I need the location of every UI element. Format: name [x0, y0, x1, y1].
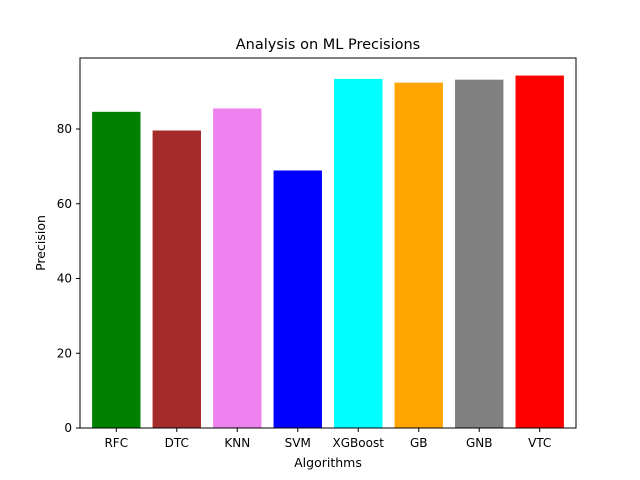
bar-gnb	[455, 79, 504, 429]
bar-svm	[273, 170, 322, 429]
x-tick-label: VTC	[528, 436, 551, 450]
bars-group	[92, 75, 564, 429]
x-tick-label: XGBoost	[333, 436, 385, 450]
x-tick-label: GB	[410, 436, 428, 450]
bar-vtc	[515, 75, 564, 428]
x-axis-ticks: RFC DTC KNN SVM XGBoost GB GNB VTC	[104, 428, 551, 450]
x-tick-label: KNN	[224, 436, 250, 450]
bar-gb	[394, 82, 443, 429]
x-tick-label: SVM	[285, 436, 311, 450]
bar-dtc	[152, 130, 201, 428]
x-axis-label: Algorithms	[294, 455, 362, 470]
y-tick-label: 80	[57, 122, 72, 136]
y-tick-label: 0	[64, 421, 72, 435]
bar-knn	[213, 108, 262, 429]
y-axis-ticks: 0 20 40 60 80	[57, 122, 80, 435]
chart-title: Analysis on ML Precisions	[236, 37, 420, 53]
y-axis-label: Precision	[33, 215, 48, 271]
bar-rfc	[92, 111, 141, 429]
bar-xgboost	[334, 78, 383, 428]
plot-area-frame	[79, 57, 577, 429]
x-tick-label: RFC	[104, 436, 128, 450]
y-tick-label: 20	[57, 346, 72, 360]
x-tick-label: GNB	[466, 436, 493, 450]
y-tick-label: 60	[57, 197, 72, 211]
x-tick-label: DTC	[165, 436, 189, 450]
y-tick-label: 40	[57, 272, 72, 286]
